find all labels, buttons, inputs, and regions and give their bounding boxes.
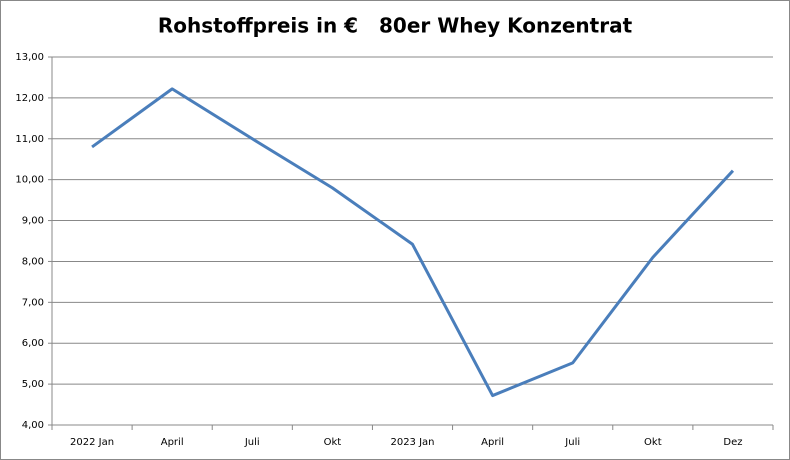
x-tick-label: April [161, 437, 184, 448]
y-tick-label: 12,00 [15, 93, 44, 104]
data-line [91, 87, 735, 398]
y-tick-label: 7,00 [22, 297, 44, 308]
x-tick-label: 2023 Jan [390, 437, 434, 448]
x-tick-label: Juli [244, 437, 260, 448]
y-tick-label: 13,00 [15, 52, 44, 63]
chart-title: Rohstoffpreis in € 80er Whey Konzentrat [158, 14, 633, 38]
y-tick-label: 8,00 [22, 256, 44, 267]
x-tick-label: Juli [564, 437, 580, 448]
y-tick-label: 10,00 [15, 175, 44, 186]
y-tick-label: 9,00 [22, 216, 44, 227]
y-tick-label: 6,00 [22, 338, 44, 349]
y-tick-label: 5,00 [22, 379, 44, 390]
x-tick-label: Okt [644, 437, 662, 448]
x-tick-label: April [481, 437, 504, 448]
x-tick-label: 2022 Jan [70, 437, 114, 448]
x-tick-label: Okt [324, 437, 342, 448]
x-tick-label: Dez [723, 437, 742, 448]
y-tick-label: 4,00 [22, 420, 44, 431]
y-tick-label: 11,00 [15, 134, 44, 145]
